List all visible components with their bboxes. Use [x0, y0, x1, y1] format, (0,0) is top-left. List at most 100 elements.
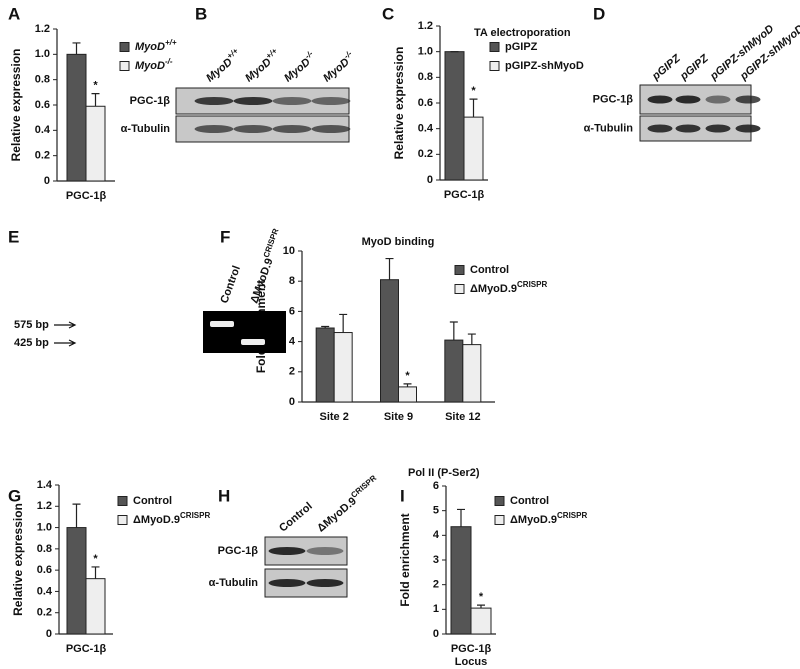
bar	[333, 332, 353, 403]
bar	[380, 279, 399, 403]
legend-label: ΔMyoD.9CRISPR	[510, 511, 587, 526]
legend-label-main: pGIPZ-shMyoD	[505, 60, 584, 72]
legend-label: ΔMyoD.9CRISPR	[470, 280, 547, 295]
x-tick-label: Site 9	[384, 411, 413, 423]
legend-swatch	[119, 42, 130, 52]
size-marker: 425 bp	[14, 337, 49, 349]
legend-title: TA electroporation	[474, 27, 571, 39]
row-label: PGC-1β	[130, 95, 171, 107]
y-tick-label: 4	[433, 529, 440, 541]
lane-label: Control	[277, 500, 315, 534]
y-tick-label: 10	[283, 245, 295, 257]
error-bar	[339, 313, 348, 333]
lane-label: MyoD-/-	[280, 48, 319, 84]
y-tick-label: 0.8	[418, 71, 433, 83]
bar	[462, 344, 482, 403]
error-bar	[477, 604, 485, 609]
error-bar	[403, 383, 412, 387]
legend-label: Control	[510, 495, 549, 507]
chart-title: Pol II (P-Ser2)	[408, 467, 480, 479]
panel-label: C	[382, 4, 394, 23]
panel-label: B	[195, 4, 207, 23]
x-sublabel: Locus	[455, 656, 487, 668]
legend-swatch	[117, 515, 128, 525]
error-bar	[72, 503, 81, 528]
bar	[315, 327, 335, 403]
error-bar	[449, 321, 458, 341]
blot-band	[311, 125, 351, 133]
error-bar	[385, 257, 394, 280]
gel-band	[241, 339, 265, 345]
error-bar	[72, 42, 81, 55]
panel-label: G	[8, 486, 21, 505]
legend-label-sup: CRISPR	[557, 511, 587, 520]
blot-band	[272, 125, 312, 133]
x-tick-label: PGC-1β	[66, 190, 107, 202]
row-label: α-Tubulin	[209, 577, 259, 589]
legend-label-main: Control	[470, 264, 509, 276]
blot-band	[306, 579, 344, 587]
x-tick-label: Site 12	[445, 411, 480, 423]
bar	[85, 105, 106, 182]
lane-label-sup: -/-	[342, 48, 354, 60]
blot-band	[735, 95, 761, 104]
x-tick-label: PGC-1β	[444, 189, 485, 201]
y-tick-label: 2	[289, 366, 295, 378]
y-tick-label: 8	[289, 275, 295, 287]
y-tick-label: 1	[433, 603, 439, 615]
y-tick-label: 3	[433, 554, 439, 566]
blot-band	[705, 95, 731, 104]
lane-label-main: ΔMyoD.9	[315, 495, 359, 534]
y-tick-label: 0.6	[418, 97, 433, 109]
legend-swatch	[117, 496, 128, 506]
y-tick-label: 4	[289, 336, 296, 348]
y-tick-label: 0.8	[37, 543, 52, 555]
lane-label-sup: CRISPR	[349, 473, 378, 499]
error-bar	[91, 93, 100, 107]
legend-label: MyoD+/+	[135, 38, 177, 53]
y-tick-label: 1.0	[37, 521, 52, 533]
legend-label: pGIPZ	[505, 41, 538, 53]
legend-label: Control	[133, 495, 172, 507]
y-tick-label: 0	[289, 396, 295, 408]
lane-label-main: Control	[218, 264, 243, 305]
bar	[66, 527, 87, 635]
row-label: PGC-1β	[218, 545, 259, 557]
row-label: PGC-1β	[593, 93, 634, 105]
blot-band	[675, 95, 701, 104]
legend-swatch	[494, 496, 505, 506]
significance-mark: *	[471, 85, 476, 97]
legend-label: Control	[470, 264, 509, 276]
legend-label-sup: CRISPR	[517, 280, 547, 289]
legend-label-main: ΔMyoD.9	[133, 514, 180, 526]
error-bar	[91, 566, 100, 579]
arrow	[54, 321, 77, 329]
panel-label: I	[400, 486, 405, 505]
y-tick-label: 1.0	[35, 48, 50, 60]
y-tick-label: 0.2	[35, 150, 50, 162]
lane-label: Control	[218, 264, 243, 305]
y-axis-label: Relative expression	[11, 503, 25, 616]
row-label: α-Tubulin	[121, 123, 171, 135]
blot-band	[233, 125, 273, 133]
lane-label-main: pGIPZ	[649, 52, 683, 83]
y-tick-label: 0.4	[37, 585, 53, 597]
legend-label-sup: CRISPR	[180, 511, 210, 520]
legend-label-main: MyoD	[135, 60, 165, 72]
y-tick-label: 6	[433, 480, 439, 492]
y-tick-label: 0.4	[35, 124, 51, 136]
y-tick-label: 0.4	[418, 123, 434, 135]
gel	[203, 311, 286, 353]
y-tick-label: 0	[44, 175, 50, 187]
bar	[450, 526, 472, 635]
y-tick-label: 1.2	[37, 500, 52, 512]
legend-label-sup: -/-	[165, 57, 173, 66]
significance-mark: *	[93, 553, 98, 565]
lane-label-main: Control	[277, 500, 315, 534]
panel-label: A	[8, 4, 20, 23]
blot-band	[675, 124, 701, 133]
y-tick-label: 0	[433, 628, 439, 640]
lane-label: pGIPZ	[677, 52, 711, 83]
y-tick-label: 1.4	[37, 479, 53, 491]
